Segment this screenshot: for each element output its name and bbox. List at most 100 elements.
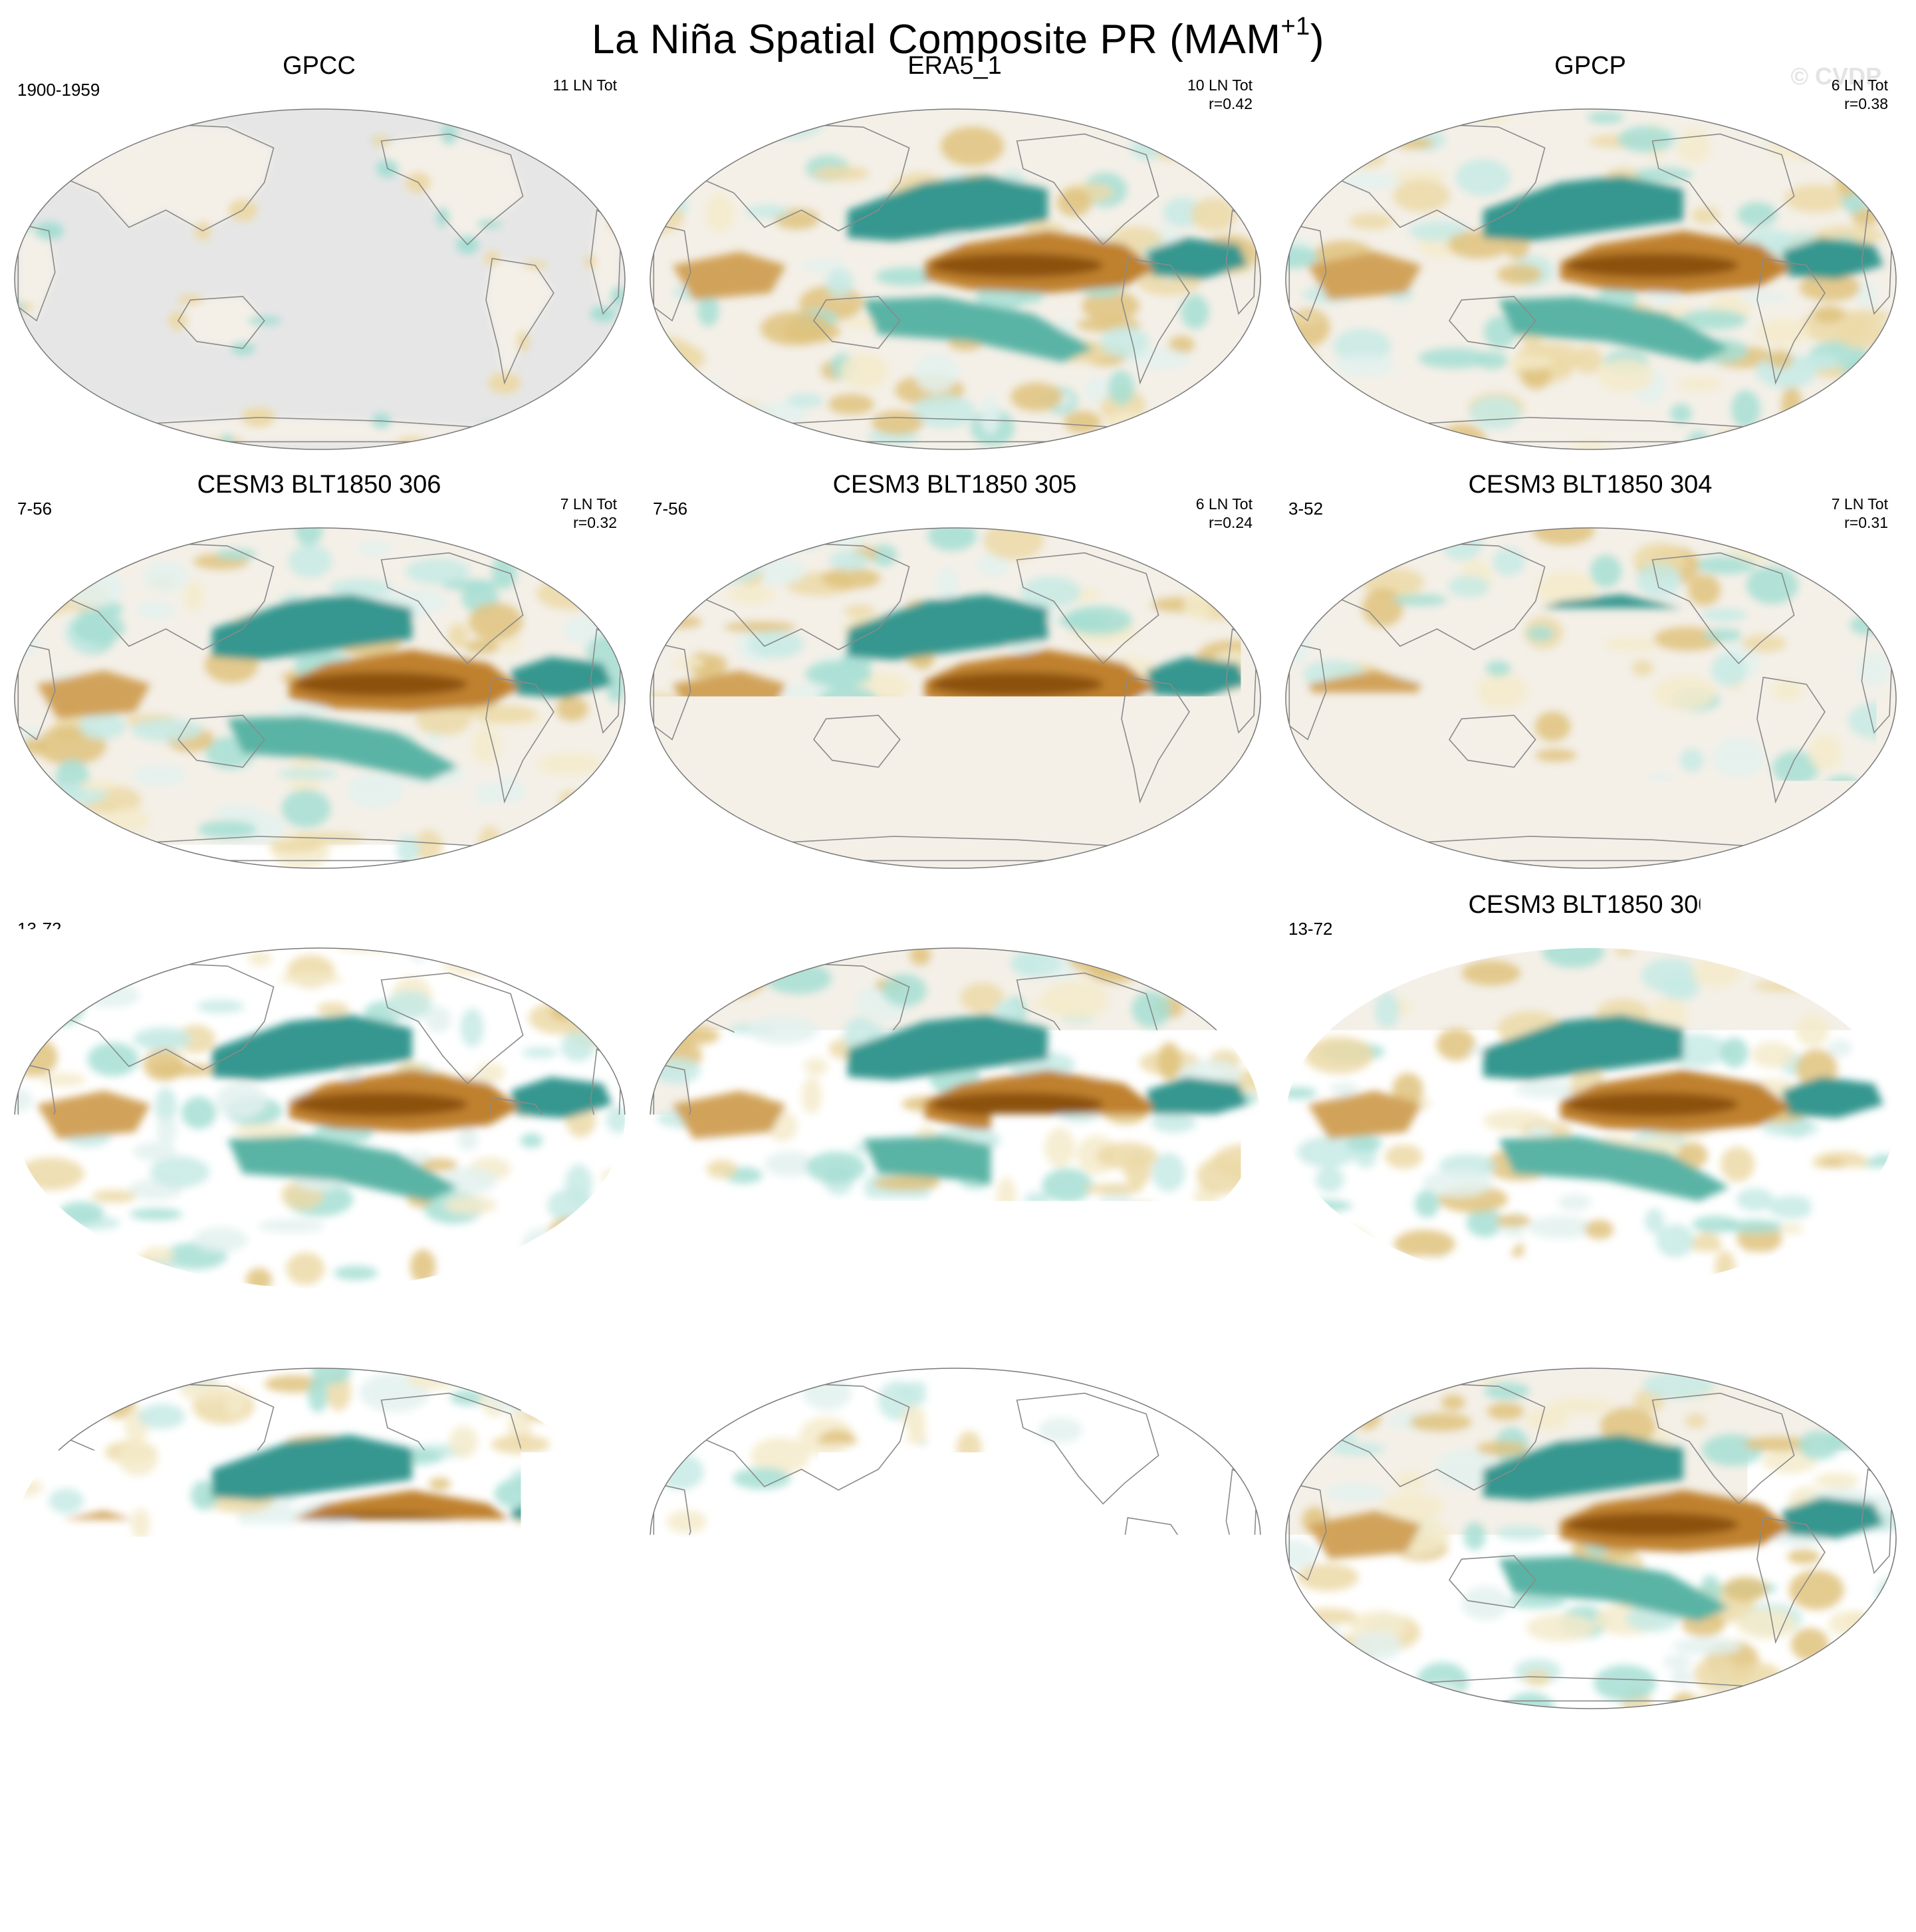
dry-core xyxy=(295,1512,467,1536)
anomaly-blob xyxy=(806,661,872,687)
panel-stats: 11 LN Tot xyxy=(553,76,617,94)
anomaly-blob xyxy=(39,1691,82,1708)
anomaly-blob xyxy=(1134,1677,1187,1707)
anomaly-blob xyxy=(66,572,90,588)
robinson-map xyxy=(1283,106,1899,452)
anomaly-blob xyxy=(78,713,126,739)
anomaly-blob xyxy=(1295,537,1342,568)
panel-period: 3-52 xyxy=(1288,499,1323,519)
anomaly-blob xyxy=(1886,598,1899,621)
anomaly-blob xyxy=(1736,1188,1774,1211)
panel-title: CESM3 BLT1850 302 xyxy=(7,891,632,919)
dry-core xyxy=(931,672,1103,696)
anomaly-blob xyxy=(138,1404,185,1429)
colorbar-swatch xyxy=(1280,1814,1344,1847)
anomaly-blob xyxy=(1057,189,1092,217)
anomaly-blob xyxy=(1858,993,1890,1030)
robinson-map xyxy=(648,945,1263,1291)
map-panel: CESM3 BLT1850 271 69-268 34 LN Tot r=0.33 xyxy=(1278,1306,1903,1713)
colorbar-tick-label: -.25 xyxy=(803,1854,856,1889)
anomaly-blob xyxy=(1224,394,1263,412)
anomaly-blob xyxy=(1723,1576,1768,1602)
anomaly-blob xyxy=(1020,576,1081,608)
anomaly-blob xyxy=(1449,576,1490,598)
map-panel: CESM3 BLT1850 306 7-56 7 LN Tot r=0.32 xyxy=(7,465,632,872)
anomaly-blob xyxy=(1670,1669,1693,1686)
anomaly-blob xyxy=(1750,1266,1770,1291)
anomaly-blob xyxy=(1808,734,1842,771)
dry-core xyxy=(1566,672,1738,696)
anomaly-blob xyxy=(800,788,859,823)
anomaly-blob xyxy=(12,1009,25,1046)
anomaly-blob xyxy=(722,1590,752,1612)
anomaly-blob xyxy=(1283,348,1318,374)
anomaly-blob xyxy=(1430,654,1465,671)
anomaly-blob xyxy=(389,1636,415,1675)
anomaly-blob xyxy=(761,312,830,346)
anomaly-blob xyxy=(479,826,502,860)
anomaly-blob xyxy=(1212,1455,1250,1478)
anomaly-blob xyxy=(1236,1185,1263,1215)
anomaly-blob xyxy=(268,840,322,852)
panel-title: CESM3 BLT1850 298 xyxy=(7,1311,632,1340)
anomaly-blob xyxy=(484,1680,548,1704)
colorbar-swatch xyxy=(1344,1814,1408,1847)
anomaly-blob xyxy=(579,525,614,536)
anomaly-blob xyxy=(27,957,68,985)
anomaly-blob xyxy=(952,1621,979,1633)
anomaly-blob xyxy=(184,581,203,612)
panel-count: 7 LN Tot xyxy=(1832,495,1888,513)
anomaly-blob xyxy=(1392,854,1431,871)
anomaly-blob xyxy=(814,1647,856,1668)
anomaly-blob xyxy=(652,1025,720,1046)
colorbar-swatch xyxy=(765,1814,830,1847)
anomaly-blob xyxy=(572,792,628,810)
anomaly-blob xyxy=(308,1377,328,1413)
anomaly-blob xyxy=(70,1564,114,1587)
anomaly-blob xyxy=(818,686,878,714)
anomaly-blob xyxy=(1636,562,1680,597)
panel-period: 7-56 xyxy=(17,499,52,519)
anomaly-blob xyxy=(1497,264,1542,285)
anomaly-blob xyxy=(813,166,870,181)
anomaly-blob xyxy=(1342,829,1405,857)
anomaly-blob xyxy=(882,974,927,1007)
anomaly-blob xyxy=(804,1058,828,1076)
colorbar-tick-label: -3 xyxy=(495,1854,522,1889)
anomaly-blob xyxy=(62,525,90,547)
anomaly-blob xyxy=(429,1478,451,1491)
anomaly-blob xyxy=(1487,1403,1524,1420)
anomaly-blob xyxy=(527,969,566,982)
anomaly-blob xyxy=(170,1584,228,1596)
colorbar-tick-label: .5 xyxy=(1138,1854,1163,1889)
anomaly-blob xyxy=(698,757,726,769)
panel-count: 11 LN Tot xyxy=(553,76,617,94)
anomaly-blob xyxy=(829,550,870,570)
anomaly-blob xyxy=(965,1197,1022,1216)
anomaly-blob xyxy=(648,1687,680,1711)
anomaly-blob xyxy=(1357,439,1399,453)
anomaly-blob xyxy=(1175,699,1247,728)
anomaly-blob xyxy=(134,764,186,786)
anomaly-blob xyxy=(648,1423,688,1439)
anomaly-blob xyxy=(1352,1631,1401,1661)
anomaly-blob xyxy=(1064,606,1132,635)
anomaly-blob xyxy=(87,1042,138,1076)
anomaly-blob xyxy=(92,1190,136,1203)
anomaly-blob xyxy=(648,1396,685,1416)
dry-core xyxy=(295,672,467,696)
anomaly-blob xyxy=(1244,106,1263,132)
anomaly-blob xyxy=(1283,1667,1307,1699)
anomaly-blob xyxy=(1704,629,1742,642)
anomaly-blob xyxy=(1787,1549,1820,1564)
anomaly-blob xyxy=(46,539,108,556)
anomaly-blob xyxy=(1316,545,1336,575)
anomaly-blob xyxy=(1006,1375,1032,1393)
anomaly-blob xyxy=(1814,128,1881,158)
anomaly-blob xyxy=(772,1697,843,1711)
anomaly-blob xyxy=(465,640,499,654)
anomaly-blob xyxy=(1791,1628,1829,1661)
anomaly-blob xyxy=(1218,1380,1254,1409)
anomaly-blob xyxy=(75,1366,111,1383)
anomaly-blob xyxy=(679,1368,737,1384)
